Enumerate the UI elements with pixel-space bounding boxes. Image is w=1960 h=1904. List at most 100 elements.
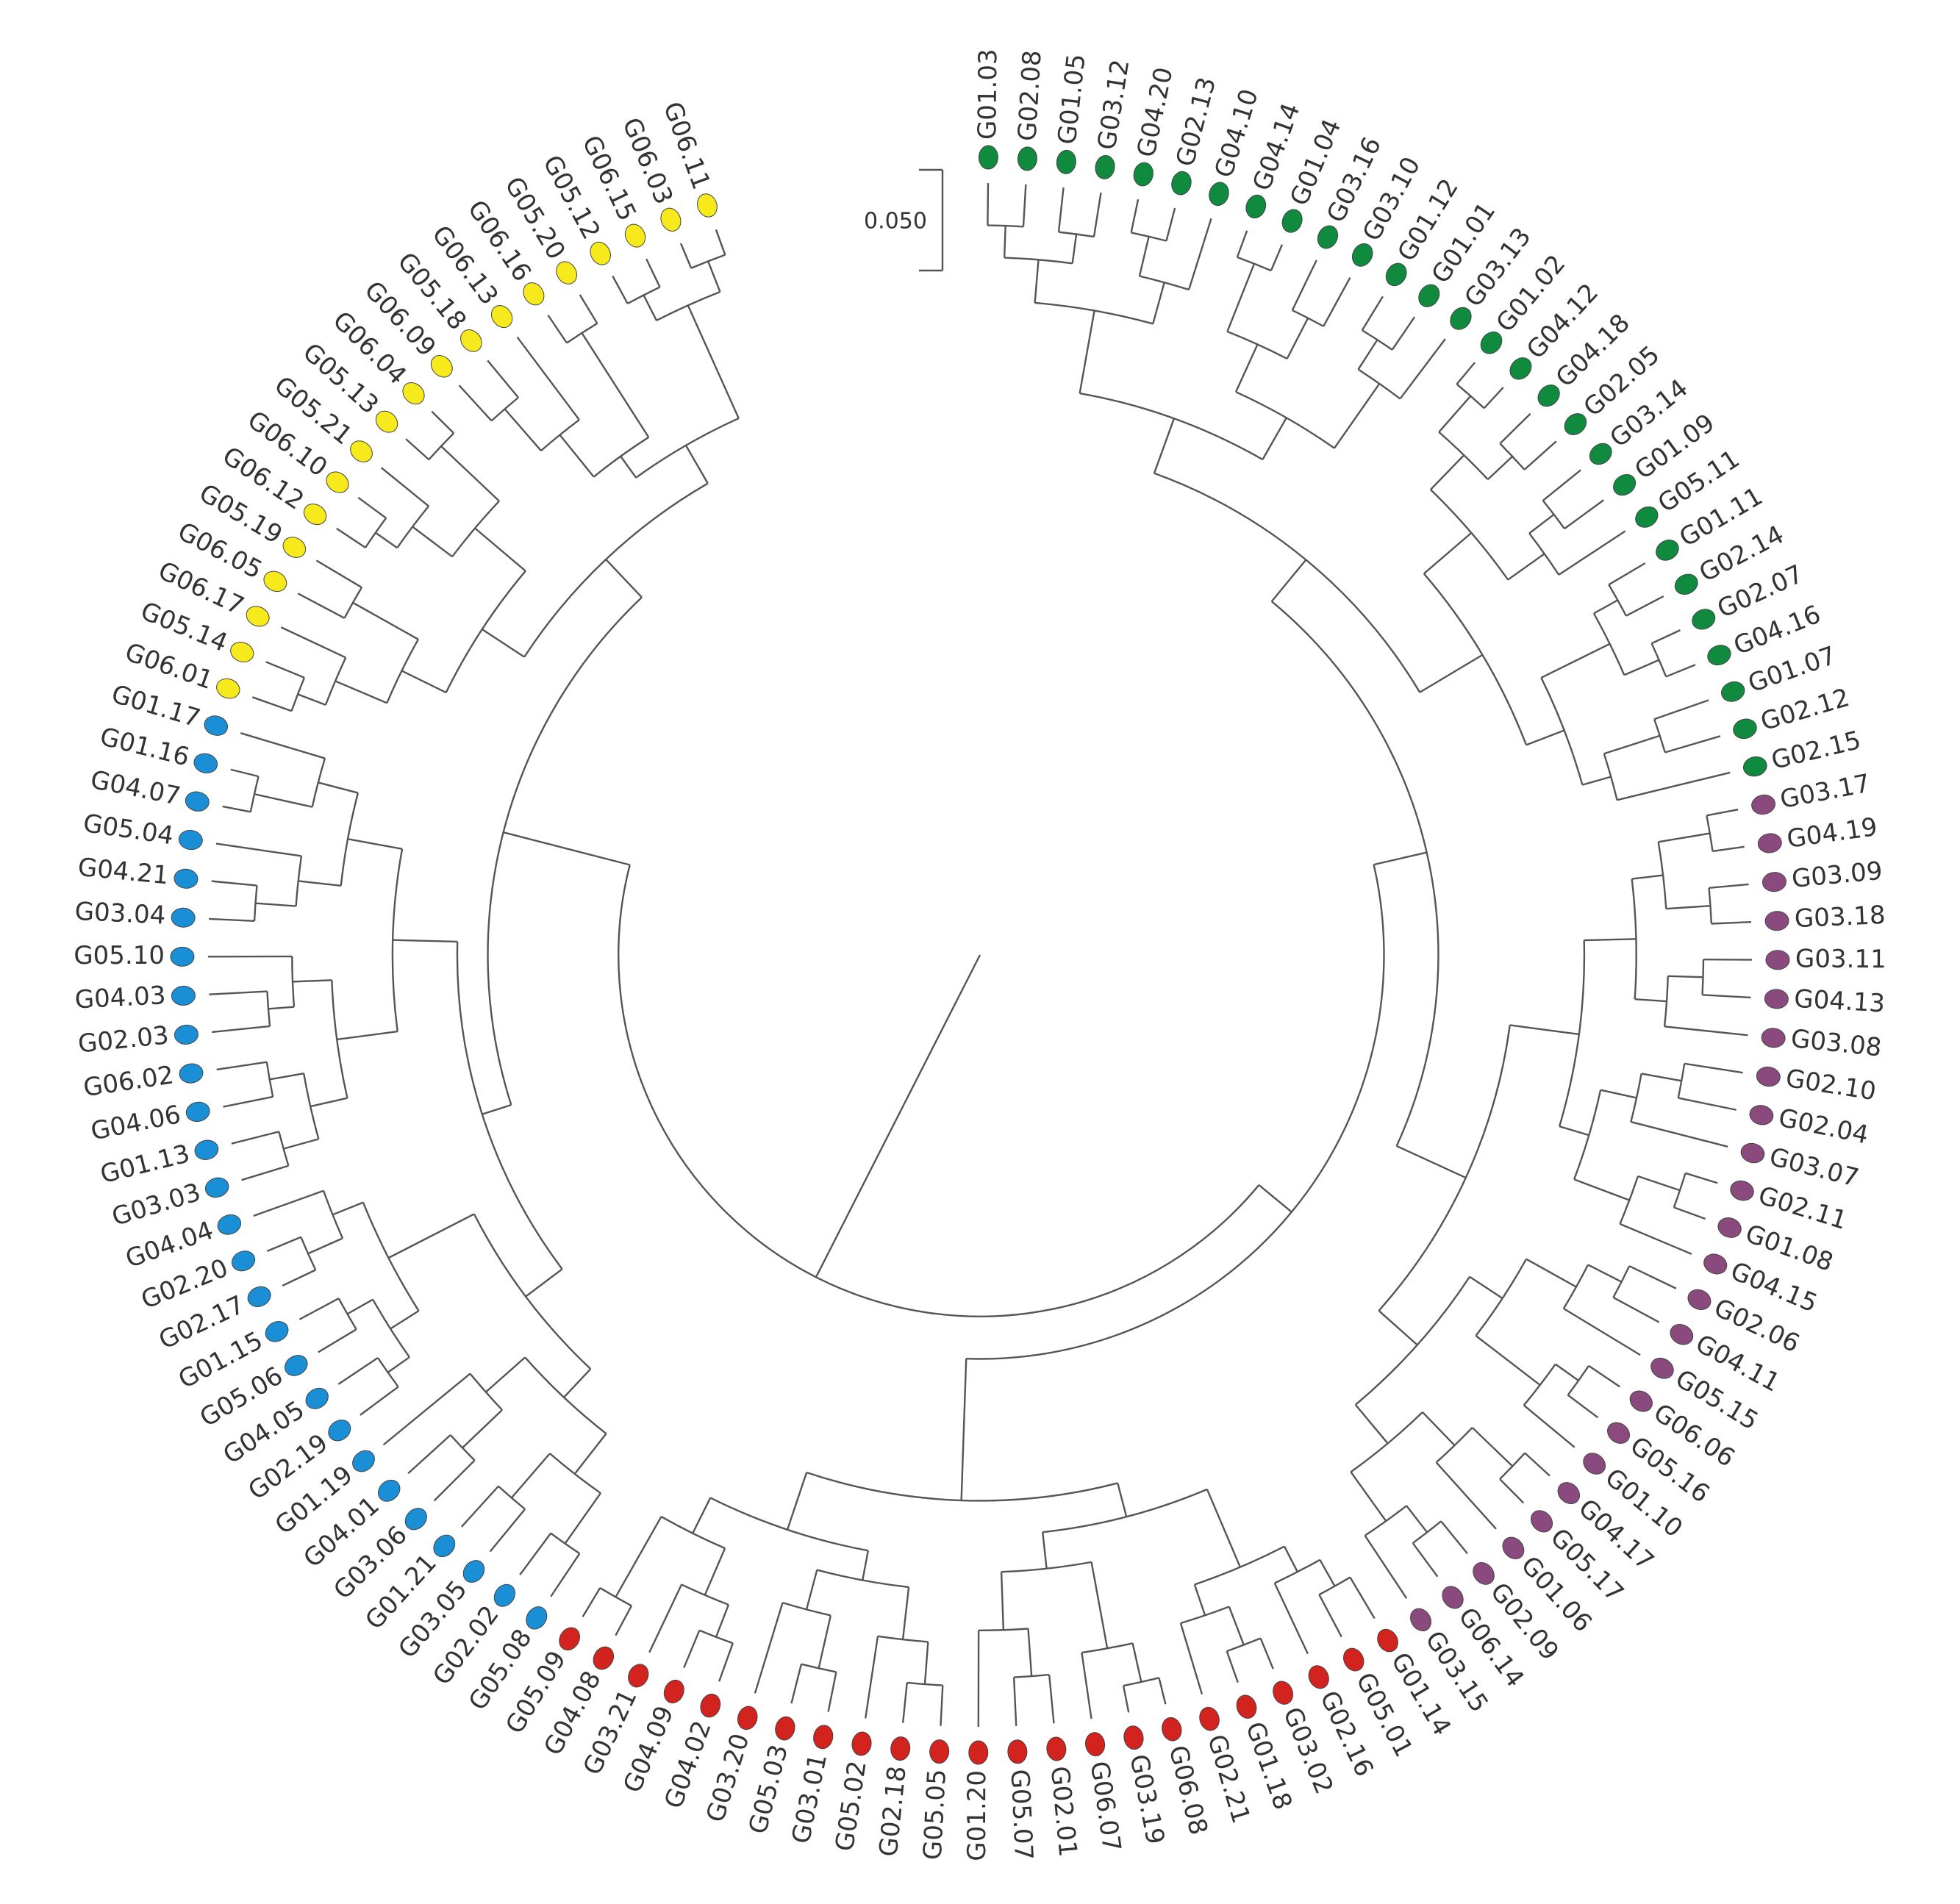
leaf-label: G01.16 (97, 722, 193, 773)
scale-bar-label: 0.050 (864, 209, 927, 235)
branch (222, 805, 251, 813)
branch (1666, 904, 1711, 910)
branch (1364, 1535, 1408, 1599)
branch (1226, 263, 1256, 332)
branch (1022, 184, 1027, 227)
branch (1712, 845, 1745, 853)
leaf-marker (375, 410, 398, 433)
leaf-marker (1740, 1142, 1765, 1164)
leaf-marker (1046, 1736, 1067, 1761)
branch (923, 1642, 929, 1685)
leaf-marker (851, 1731, 872, 1756)
branch (1507, 553, 1545, 581)
leaf-label: G04.21 (76, 853, 170, 891)
leaf-label: G03.18 (1794, 901, 1886, 934)
branch (307, 1237, 343, 1255)
leaf-marker (1317, 225, 1339, 249)
leaf-marker (185, 791, 210, 812)
leaf-marker (1085, 1732, 1106, 1757)
scale-bar: 0.050 (864, 168, 944, 272)
branch (1399, 338, 1446, 400)
leaf-label: G03.19 (1123, 1752, 1170, 1847)
branch (1523, 440, 1557, 470)
branch (1318, 1594, 1342, 1638)
branch (827, 1672, 837, 1712)
branch (1628, 1265, 1677, 1289)
leaf-label: G02.10 (1784, 1064, 1878, 1106)
leaf-marker (303, 504, 327, 526)
leaf-label: G01.20 (962, 1770, 992, 1861)
leaf-label: G04.06 (88, 1100, 183, 1147)
leaf-label: G06.02 (82, 1060, 176, 1103)
branch (337, 1356, 379, 1385)
leaf-label: G04.20 (1131, 65, 1178, 160)
leaf-marker (1537, 384, 1560, 407)
leaf-marker (326, 471, 349, 493)
branch (1667, 975, 1703, 978)
leaf-label: G02.01 (1045, 1765, 1083, 1858)
leaf-marker (968, 1740, 989, 1765)
branch (390, 1310, 420, 1330)
leaf-label: G02.03 (76, 1020, 170, 1059)
branch (1564, 499, 1605, 530)
branch (1357, 339, 1378, 371)
branch (1540, 643, 1611, 679)
branch (251, 696, 293, 712)
branch (1273, 1582, 1309, 1655)
leaf-marker (700, 1693, 721, 1718)
branch (648, 1583, 683, 1653)
leaf-marker (590, 241, 611, 265)
branch (707, 260, 721, 293)
branch (550, 1553, 581, 1597)
leaf-marker (1502, 1536, 1525, 1560)
branch (255, 902, 296, 907)
leaf-marker (263, 570, 287, 593)
branch (393, 939, 458, 943)
leaf-marker (559, 1627, 580, 1651)
leaf-label: G06.07 (1084, 1759, 1126, 1853)
branch (360, 1386, 399, 1416)
leaf-marker (265, 1321, 289, 1342)
branch (579, 294, 598, 324)
branch (474, 527, 526, 572)
leaf-marker (230, 642, 254, 662)
branch (1600, 1089, 1637, 1099)
branch (1678, 1097, 1737, 1111)
leaf-marker (1410, 1608, 1432, 1631)
branch (1092, 192, 1102, 237)
leaf-marker (171, 907, 196, 928)
branch (519, 1532, 552, 1575)
leaf-marker (628, 1664, 649, 1688)
branch (547, 315, 568, 344)
branch (1228, 1606, 1245, 1646)
branch (1684, 1062, 1743, 1074)
branch (1526, 729, 1565, 746)
leaf-label: G01.05 (1053, 52, 1092, 146)
leaf-label: G04.07 (88, 765, 183, 812)
branch (1558, 530, 1626, 576)
leaf-marker (1442, 1586, 1464, 1609)
branch (1412, 1542, 1439, 1578)
branch (1003, 226, 1006, 258)
leaf-marker (1756, 1066, 1781, 1087)
leaf-marker (1730, 1180, 1754, 1201)
leaf-label: G01.03 (973, 49, 1003, 140)
branch (718, 1642, 734, 1682)
leaf-label: G02.04 (1776, 1103, 1871, 1150)
leaf-label: G06.08 (1163, 1742, 1214, 1838)
leaf-marker (204, 715, 229, 736)
branch (862, 1550, 870, 1581)
branch (960, 1359, 968, 1501)
branch (687, 304, 740, 419)
branch (346, 1298, 373, 1315)
branch (1623, 659, 1660, 676)
branch (310, 1097, 348, 1108)
leaf-marker (1509, 357, 1532, 380)
branch (292, 979, 332, 983)
branch (692, 1497, 712, 1534)
leaf-marker (377, 1479, 401, 1502)
branch (1653, 699, 1709, 720)
leaf-marker (1450, 307, 1472, 330)
leaf-label: G05.04 (82, 809, 176, 851)
branch (460, 1485, 499, 1528)
